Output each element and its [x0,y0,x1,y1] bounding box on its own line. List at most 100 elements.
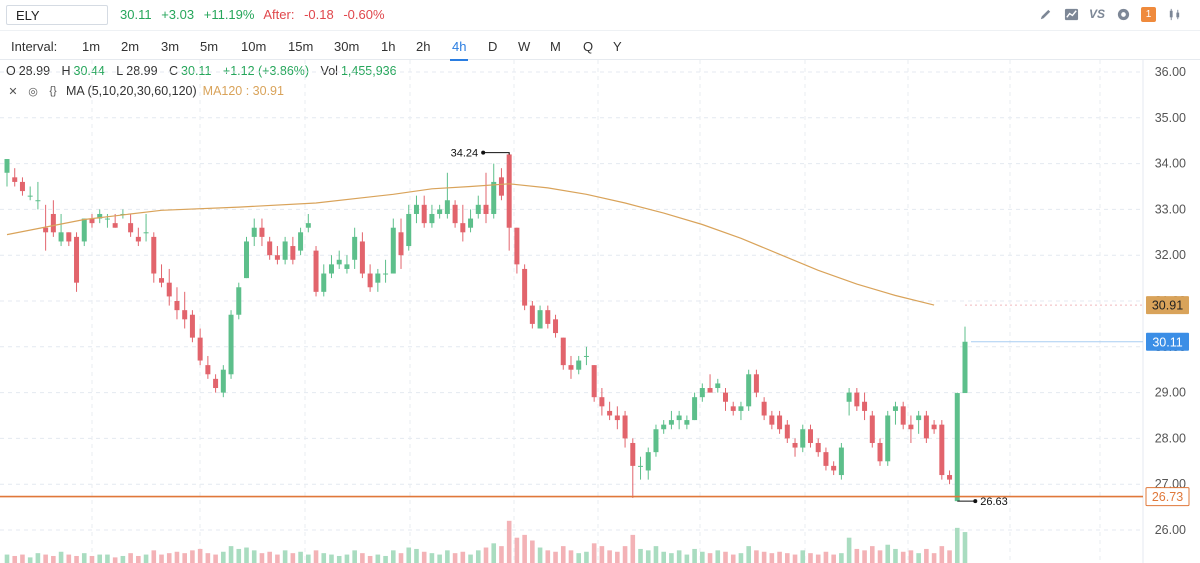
volume-bar [653,546,659,563]
volume-bar [669,553,674,563]
candle-body [205,365,211,375]
after-hours-pct: -0.60% [343,7,385,22]
candle-body [468,218,474,228]
volume-bar [166,553,172,563]
volume-bar [89,555,95,563]
ma120-tag: 30.91 [1152,299,1183,313]
indicator-row: ✕ ◎ {} MA (5,10,20,30,60,120) MA120 : 30… [6,84,284,98]
candle-body [213,378,219,389]
candle-body [823,452,829,466]
chart-line-icon[interactable] [1063,6,1079,22]
notification-badge[interactable]: 1 [1141,6,1156,22]
candle-body [815,442,821,453]
candle-body [4,159,10,173]
interval-1m[interactable]: 1m [82,39,101,54]
volume-bar [947,550,952,563]
interval-M[interactable]: M [550,39,561,54]
candle-body [692,397,698,421]
volume-bar [715,550,721,563]
volume-bar [568,550,574,563]
visibility-icon[interactable]: ◎ [28,85,38,98]
candle-body [916,415,922,421]
high-label: 34.24 [451,148,479,160]
volume-bar [700,551,705,563]
volume-bar [329,554,334,563]
code-braces-icon[interactable]: {} [49,85,57,97]
candle-body [607,410,613,416]
candle-body [74,236,80,283]
interval-D[interactable]: D [488,39,498,54]
candle-body [437,209,443,214]
volume-bar [197,548,203,563]
candle-body [699,388,705,398]
candle-body [599,397,605,407]
candle-body [483,204,489,214]
candle-body [390,227,396,274]
volume-bar [530,540,535,563]
low-label: L [116,64,124,78]
volume-bar [406,547,412,563]
interval-15m[interactable]: 15m [288,39,314,54]
price-chart[interactable]: 26.0027.0028.0029.0030.0031.0032.0033.00… [0,60,1200,563]
quote-summary: 30.11 +3.03 +11.19% After: -0.18 -0.60% [120,7,391,22]
candle-body [429,213,435,224]
volume-bar [398,553,404,563]
candle-body [800,429,806,448]
interval-30m[interactable]: 30m [334,39,360,54]
y-tick-label: 33.00 [1155,202,1186,216]
symbol-input[interactable]: ELY [6,5,108,25]
candle-body [282,241,288,260]
candle-body [715,383,721,389]
candle-body [50,213,56,233]
volume-bar [282,550,288,563]
volume-bar [228,546,234,563]
interval-Q[interactable]: Q [583,39,594,54]
volume-bar [723,551,728,563]
volume-bar [900,551,906,563]
candle-body [174,301,180,311]
volume-bar [105,554,110,563]
interval-1h[interactable]: 1h [381,39,396,54]
candle-body [112,223,118,228]
price-change: +3.03 [161,7,195,22]
interval-Y[interactable]: Y [613,39,622,54]
after-hours-label: After: [263,7,295,22]
y-tick-label: 32.00 [1155,248,1186,262]
candle-body [12,177,18,182]
candle-body [298,232,304,251]
close-label: C [169,64,179,78]
interval-10m[interactable]: 10m [241,39,267,54]
candle-body [560,337,566,366]
volume-bar [707,553,713,563]
interval-2m[interactable]: 2m [121,39,140,54]
candle-body [777,415,783,430]
close-change: +1.12 (+3.86%) [222,64,310,78]
volume-bar [275,554,280,563]
candle-body [923,415,929,439]
interval-5m[interactable]: 5m [200,39,219,54]
volume-bar [815,554,821,563]
volume-bar [251,550,257,563]
volume-bar [622,546,628,563]
volume-bar [390,550,396,563]
candle-body [877,442,883,462]
interval-2h[interactable]: 2h [416,39,431,54]
interval-4h[interactable]: 4h [449,39,470,61]
interval-W[interactable]: W [518,39,531,54]
settings-gear-icon[interactable] [1115,6,1131,22]
volume-bar [12,555,18,563]
candle-body [398,232,404,256]
close-icon[interactable]: ✕ [8,85,18,98]
candle-body [27,195,33,197]
interval-3m[interactable]: 3m [161,39,180,54]
ma120-tag-bg [1146,296,1189,315]
candlestick-icon[interactable] [1166,6,1182,22]
compare-vs-icon[interactable]: VS [1089,7,1106,21]
candle-body [383,273,389,275]
candle-body [491,181,497,214]
draw-pencil-icon[interactable] [1037,6,1053,22]
volume-bar [128,553,133,563]
volume-bar [885,544,891,563]
volume-bar [746,546,751,563]
volume-bar [591,543,597,563]
